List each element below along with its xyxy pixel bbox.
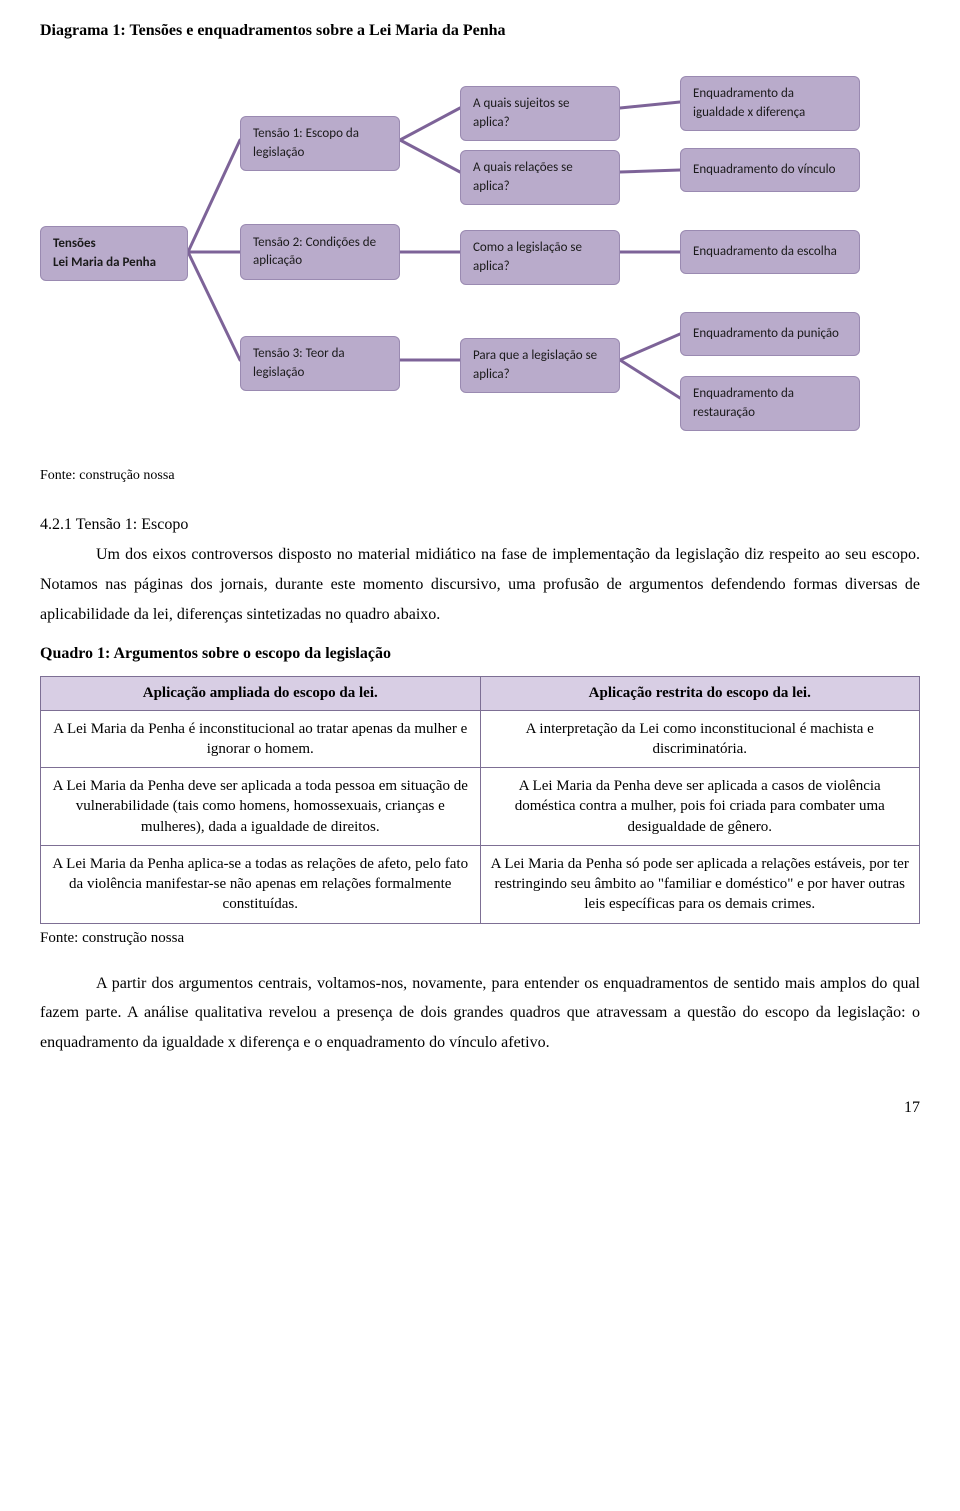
diagram-node-t3: Tensão 3: Teor da legislação bbox=[240, 336, 400, 390]
table-cell-0-0: A Lei Maria da Penha é inconstitucional … bbox=[41, 710, 481, 768]
table-row: A Lei Maria da Penha aplica-se a todas a… bbox=[41, 845, 920, 923]
page-number: 17 bbox=[40, 1097, 920, 1119]
diagram-node-q2: A quais relações se aplica? bbox=[460, 150, 620, 204]
fonte-diagram: Fonte: construção nossa bbox=[40, 466, 920, 486]
quadro-table: Aplicação ampliada do escopo da lei.Apli… bbox=[40, 676, 920, 924]
diagram-node-e3: Enquadramento da escolha bbox=[680, 230, 860, 274]
paragraph-1: Um dos eixos controversos disposto no ma… bbox=[40, 540, 920, 629]
diagram-node-q3: Como a legislação se aplica? bbox=[460, 230, 620, 284]
paragraph-2: A partir dos argumentos centrais, voltam… bbox=[40, 969, 920, 1058]
diagram-container: Tensões Lei Maria da Penha Tensão 1: Esco… bbox=[40, 56, 920, 436]
table-cell-0-1: A interpretação da Lei como inconstituci… bbox=[480, 710, 920, 768]
table-header-0: Aplicação ampliada do escopo da lei. bbox=[41, 676, 481, 710]
diagram-node-t2: Tensão 2: Condições de aplicação bbox=[240, 224, 400, 280]
fonte-table: Fonte: construção nossa bbox=[40, 928, 920, 949]
diagram-node-e2: Enquadramento do vínculo bbox=[680, 148, 860, 192]
table-header-1: Aplicação restrita do escopo da lei. bbox=[480, 676, 920, 710]
table-cell-2-1: A Lei Maria da Penha só pode ser aplicad… bbox=[480, 845, 920, 923]
diagram-node-t1: Tensão 1: Escopo da legislação bbox=[240, 116, 400, 170]
diagram-title: Diagrama 1: Tensões e enquadramentos sob… bbox=[40, 20, 920, 42]
diagram-node-q1: A quais sujeitos se aplica? bbox=[460, 86, 620, 140]
section-heading: 4.2.1 Tensão 1: Escopo bbox=[40, 514, 920, 536]
table-cell-1-0: A Lei Maria da Penha deve ser aplicada a… bbox=[41, 768, 481, 846]
diagram-node-q4: Para que a legislação se aplica? bbox=[460, 338, 620, 392]
diagram-node-e1: Enquadramento da igualdade x diferença bbox=[680, 76, 860, 130]
table-cell-2-0: A Lei Maria da Penha aplica-se a todas a… bbox=[41, 845, 481, 923]
diagram-node-e4: Enquadramento da punição bbox=[680, 312, 860, 356]
table-row: A Lei Maria da Penha é inconstitucional … bbox=[41, 710, 920, 768]
diagram-node-e5: Enquadramento da restauração bbox=[680, 376, 860, 430]
diagram-node-root: Tensões Lei Maria da Penha bbox=[40, 226, 188, 280]
quadro-title: Quadro 1: Argumentos sobre o escopo da l… bbox=[40, 643, 920, 665]
table-cell-1-1: A Lei Maria da Penha deve ser aplicada a… bbox=[480, 768, 920, 846]
table-row: A Lei Maria da Penha deve ser aplicada a… bbox=[41, 768, 920, 846]
